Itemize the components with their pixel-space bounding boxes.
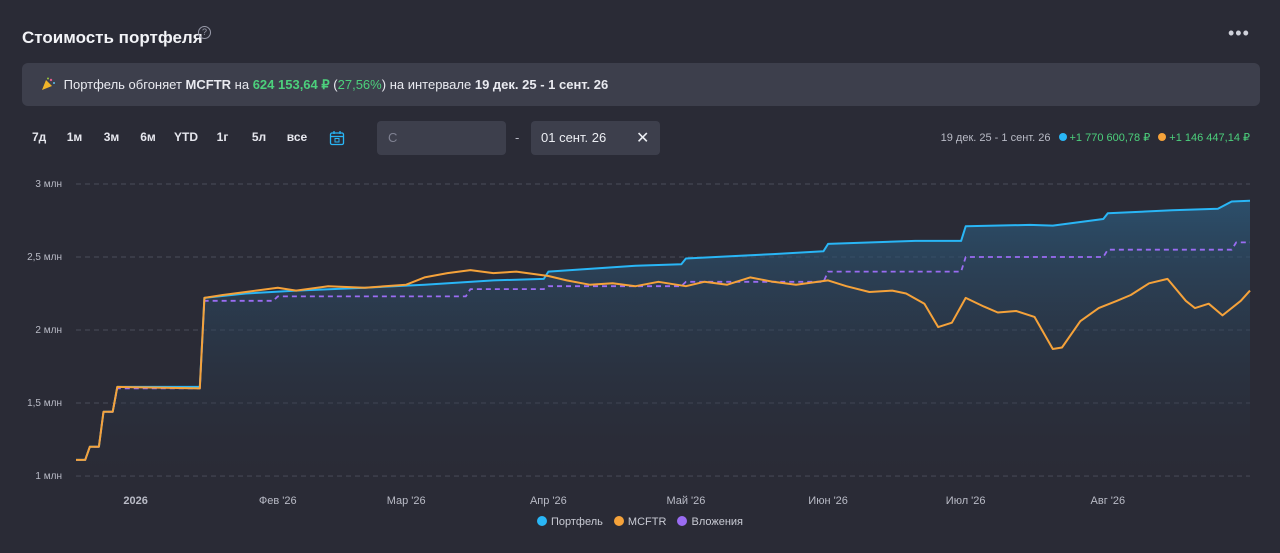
banner-on: на bbox=[234, 77, 250, 92]
portfolio-dot-icon bbox=[1058, 133, 1067, 141]
x-tick-label: Авг '26 bbox=[1091, 495, 1126, 507]
date-to-input[interactable]: 01 сент. 26 bbox=[531, 121, 660, 155]
x-tick-label: Июн '26 bbox=[808, 495, 848, 507]
y-tick-label: 2,5 млн bbox=[27, 252, 62, 263]
portfolio-area bbox=[76, 200, 1250, 477]
banner-interval: 19 дек. 25 - 1 сент. 26 bbox=[474, 77, 609, 92]
legend-mcftr-label: MCFTR bbox=[627, 516, 667, 528]
period-1m[interactable]: 1м bbox=[66, 130, 83, 144]
y-tick-label: 1 млн bbox=[35, 471, 62, 482]
y-tick-label: 1,5 млн bbox=[27, 398, 62, 409]
portfolio-value-chart[interactable]: 1 млн 1,5 млн 2 млн 2,5 млн 3 млн 2026 Фев '26… bbox=[0, 170, 1280, 510]
banner-amount: 624 153,64 ₽ bbox=[252, 77, 330, 92]
period-all[interactable]: все bbox=[286, 130, 308, 144]
period-5y[interactable]: 5л bbox=[251, 130, 267, 144]
period-selector: 7д 1м 3м 6м YTD 1г 5л все bbox=[23, 130, 315, 144]
banner-prefix: Портфель обгоняет bbox=[63, 77, 182, 92]
more-options-icon[interactable]: ••• bbox=[1228, 23, 1250, 43]
legend-item-mcftr[interactable]: MCFTR bbox=[613, 516, 667, 528]
banner-pct-open: ( bbox=[333, 77, 338, 92]
x-tick-label: Фев '26 bbox=[259, 495, 297, 507]
period-1y[interactable]: 1г bbox=[216, 130, 229, 144]
summary-portfolio-change: +1 770 600,78 ₽ bbox=[1069, 132, 1151, 144]
period-7d[interactable]: 7д bbox=[32, 130, 47, 144]
banner-benchmark: MCFTR bbox=[185, 77, 232, 92]
legend-item-portfolio[interactable]: Портфель bbox=[536, 516, 603, 528]
banner-interval-text: на интервале bbox=[389, 77, 472, 92]
series-line-investments[interactable] bbox=[76, 241, 1250, 461]
y-tick-label: 3 млн bbox=[35, 179, 62, 190]
banner-pct-close: ) bbox=[381, 77, 387, 92]
x-tick-label: Май '26 bbox=[666, 495, 705, 507]
date-from-input[interactable]: С bbox=[377, 121, 506, 155]
x-tick-label: Апр '26 bbox=[530, 495, 567, 507]
range-summary: 19 дек. 25 - 1 сент. 26 +1 770 600,78 ₽ … bbox=[941, 131, 1250, 144]
performance-banner: Портфель обгоняет MCFTR на 624 153,64 ₽ … bbox=[22, 63, 1260, 106]
period-3m[interactable]: 3м bbox=[103, 130, 120, 144]
clear-date-icon[interactable]: ✕ bbox=[636, 130, 650, 147]
mcftr-legend-dot-icon bbox=[613, 516, 624, 526]
x-tick-label: 2026 bbox=[123, 495, 147, 507]
calendar-icon[interactable] bbox=[329, 130, 345, 146]
period-ytd[interactable]: YTD bbox=[174, 130, 198, 144]
portfolio-legend-dot-icon bbox=[536, 516, 547, 526]
x-tick-label: Мар '26 bbox=[387, 495, 426, 507]
y-tick-label: 2 млн bbox=[35, 325, 62, 336]
chart-legend: Портфель MCFTR Вложения bbox=[0, 516, 1280, 528]
investments-legend-dot-icon bbox=[677, 516, 688, 526]
legend-portfolio-label: Портфель bbox=[550, 516, 603, 528]
page-title: Стоимость портфеля bbox=[22, 28, 203, 47]
summary-interval: 19 дек. 25 - 1 сент. 26 bbox=[940, 132, 1051, 144]
summary-mcftr-change: +1 146 447,14 ₽ bbox=[1169, 132, 1250, 144]
party-popper-icon bbox=[42, 77, 55, 90]
period-6m[interactable]: 6м bbox=[140, 130, 156, 144]
help-icon[interactable]: ? bbox=[198, 26, 211, 39]
series-line-mcftr[interactable] bbox=[76, 269, 1251, 461]
x-tick-label: Июл '26 bbox=[946, 495, 986, 507]
banner-pct: 27,56% bbox=[337, 77, 382, 92]
legend-investments-label: Вложения bbox=[691, 516, 744, 528]
date-range-separator: - bbox=[515, 130, 520, 145]
mcftr-dot-icon bbox=[1158, 133, 1167, 141]
legend-item-investments[interactable]: Вложения bbox=[677, 516, 743, 528]
